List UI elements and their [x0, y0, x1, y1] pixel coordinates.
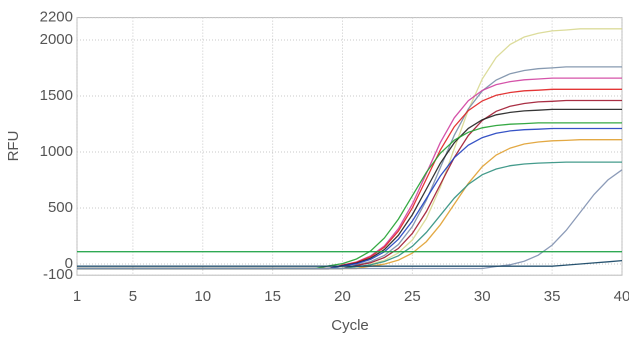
x-tick-label: 20	[334, 288, 351, 305]
y-tick-label: 1000	[40, 143, 73, 160]
x-tick-label: 40	[614, 288, 629, 305]
amplification-curve	[77, 169, 623, 270]
y-axis-label: RFU	[5, 131, 22, 162]
x-tick-label: 15	[264, 288, 281, 305]
y-tick-label: 0	[65, 255, 73, 272]
y-tick-label: 500	[48, 199, 73, 216]
amplification-curve	[77, 259, 623, 267]
x-tick-label: 25	[404, 288, 421, 305]
x-tick-label: 35	[544, 288, 561, 305]
x-tick-label: 30	[474, 288, 491, 305]
x-tick-label: 1	[73, 288, 81, 305]
x-tick-label: 5	[129, 288, 137, 305]
x-tick-label: 10	[194, 288, 211, 305]
x-axis-label: Cycle	[331, 317, 369, 334]
y-tick-label: 1500	[40, 87, 73, 104]
y-tick-label: 2200	[40, 9, 73, 26]
y-tick-label: 2000	[40, 31, 73, 48]
plot-area	[76, 17, 623, 276]
y-tick-label: -100	[43, 266, 73, 283]
